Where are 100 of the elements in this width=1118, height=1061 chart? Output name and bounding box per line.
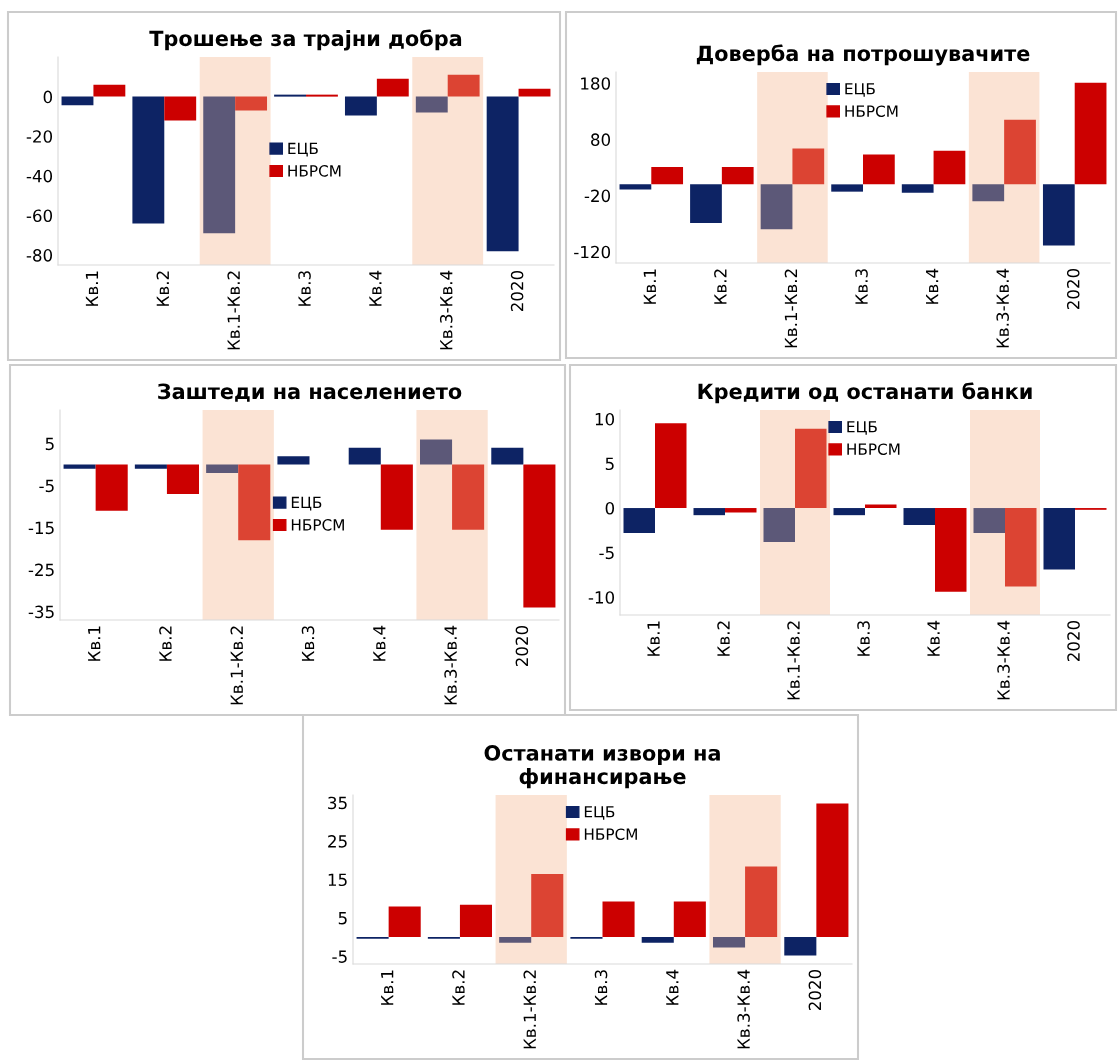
x-tick-label: Кв.2 (156, 271, 169, 306)
bar (903, 508, 935, 525)
bar (166, 464, 200, 494)
chart-title: Останати извори на финансирање (484, 745, 720, 789)
x-tick-label: 2020 (808, 969, 822, 1011)
y-tick-label: -5 (332, 950, 347, 963)
bar (784, 937, 817, 956)
legend-label: НБРСМ (847, 443, 900, 455)
y-tick-label: -5 (39, 479, 54, 493)
y-tick-label: -20 (584, 189, 611, 203)
bar (203, 96, 236, 234)
legend-label: НБРСМ (288, 165, 341, 177)
bar (901, 184, 934, 193)
legend-label: НБРСМ (845, 105, 898, 117)
x-tick-label: Кв.4 (927, 620, 940, 656)
bar (602, 901, 635, 938)
y-tick-label: 0 (605, 502, 615, 515)
bar (745, 866, 778, 938)
x-tick-label: Кв.1 (85, 271, 99, 306)
bar (973, 508, 1005, 533)
bar (1042, 184, 1075, 246)
bar (935, 508, 967, 592)
bar (619, 184, 652, 190)
bar (419, 439, 453, 465)
x-tick-label: Кв.3 (298, 271, 311, 306)
bar (792, 148, 825, 185)
bar (277, 456, 310, 465)
bar (795, 428, 827, 509)
x-tick-label: Кв.2 (452, 970, 465, 1005)
bar (491, 447, 524, 465)
chart-title: Доверба на потрошувачите (696, 44, 1030, 66)
y-tick-label: 0 (43, 90, 53, 104)
x-tick-label: Кв.1-Кв.2 (784, 269, 798, 348)
x-tick-label: Кв.2 (714, 269, 727, 304)
x-tick-label: Кв.1 (88, 626, 101, 661)
y-tick-label: -80 (26, 249, 53, 262)
bar (238, 464, 271, 541)
bar (132, 96, 165, 224)
bar (1004, 119, 1036, 185)
bar (531, 874, 564, 938)
bar (344, 96, 377, 116)
x-tick-label: Кв.1-Кв.2 (230, 626, 243, 705)
bar (831, 184, 863, 192)
y-tick-label: -40 (26, 169, 53, 183)
bar (459, 904, 493, 938)
chart-title: Заштеди на населението (158, 383, 462, 402)
bar (760, 184, 793, 230)
bar (833, 508, 865, 516)
bar (348, 447, 381, 465)
bar (690, 184, 722, 224)
bar (95, 464, 128, 511)
legend-label: НБРСМ (291, 519, 344, 531)
bar (388, 906, 421, 938)
y-tick-label: -35 (28, 605, 54, 619)
x-tick-label: Кв.2 (717, 621, 730, 656)
bar (164, 96, 197, 121)
x-tick-label: Кв.3-Кв.4 (439, 270, 453, 350)
bar (721, 166, 754, 185)
x-tick-label: Кв.3 (594, 970, 608, 1005)
y-tick-label: 5 (605, 457, 614, 471)
y-tick-label: -25 (28, 563, 54, 577)
y-tick-label: 25 (328, 835, 347, 848)
x-tick-label: Кв.3-Кв.4 (997, 620, 1010, 700)
legend-label: ЕЦБ (845, 83, 875, 97)
bar (518, 88, 551, 97)
x-tick-label: Кв.4 (666, 969, 679, 1005)
x-tick-label: Кв.3-Кв.4 (444, 625, 457, 705)
y-tick-label: 15 (328, 873, 347, 887)
y-tick-label: -10 (588, 591, 615, 604)
legend-label: ЕЦБ (584, 806, 615, 820)
bar (725, 508, 757, 513)
y-tick-label: -120 (574, 245, 611, 259)
x-tick-label: Кв.3-Кв.4 (996, 268, 1009, 348)
bar (865, 504, 897, 509)
x-tick-label: Кв.4 (373, 625, 386, 661)
bar (651, 166, 684, 185)
x-tick-label: Кв.2 (159, 626, 172, 661)
x-tick-label: Кв.1 (643, 269, 656, 304)
bar (452, 464, 485, 530)
bar (206, 464, 239, 473)
x-tick-label: Кв.4 (926, 268, 939, 304)
bar (1074, 82, 1107, 185)
bar (63, 464, 96, 469)
x-tick-label: Кв.3 (857, 621, 870, 656)
x-tick-label: 2020 (515, 625, 529, 667)
x-tick-label: Кв.1-Кв.2 (523, 970, 536, 1049)
bar (972, 184, 1005, 202)
bar (447, 74, 480, 97)
x-tick-label: 2020 (1067, 620, 1080, 662)
bar (93, 84, 126, 97)
x-tick-label: Кв.3 (301, 626, 315, 661)
bar (623, 508, 655, 533)
legend-label: ЕЦБ (847, 421, 877, 435)
y-tick-label: 5 (338, 912, 347, 925)
bar (816, 803, 849, 938)
y-tick-label: 80 (591, 133, 611, 146)
bar (499, 937, 532, 943)
bar (235, 96, 268, 111)
bar (863, 154, 895, 185)
chart-title: Трошење за трајни добра (149, 29, 462, 51)
